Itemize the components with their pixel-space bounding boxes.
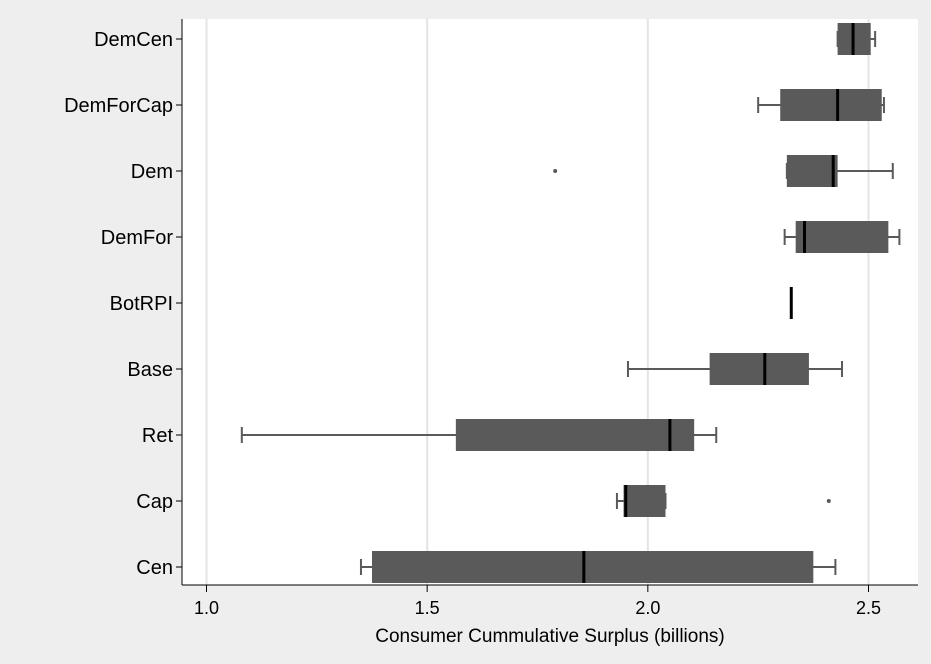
boxes <box>240 23 901 583</box>
iqr-box <box>372 551 814 583</box>
outlier-point <box>553 169 558 173</box>
box-cap <box>615 485 831 517</box>
category-label: DemFor <box>101 227 174 249</box>
x-tick-label: 1.5 <box>415 598 440 618</box>
category-label: Base <box>127 359 173 381</box>
x-tick-label: 1.0 <box>194 598 219 618</box>
axes <box>181 19 918 586</box>
category-label: DemCen <box>94 29 173 51</box>
iqr-box <box>786 155 838 187</box>
box-cen <box>359 551 837 583</box>
category-label: BotRPI <box>110 293 173 315</box>
box-demfor <box>783 221 901 253</box>
iqr-box <box>795 221 889 253</box>
box-dem <box>553 155 894 187</box>
x-tick-label: 2.0 <box>635 598 660 618</box>
box-ret <box>240 419 718 451</box>
box-base <box>626 353 844 385</box>
category-label: Cap <box>136 491 173 513</box>
iqr-box <box>709 353 809 385</box>
iqr-box <box>455 419 695 451</box>
x-axis-title: Consumer Cummulative Surplus (billions) <box>375 626 725 647</box>
outlier-point <box>826 499 831 503</box>
category-labels: DemCen DemForCap Dem DemFor BotRPI Base Ret Cap… <box>64 29 182 579</box>
x-tick-labels: 1.0 1.5 2.0 2.5 <box>194 585 881 618</box>
iqr-box <box>623 485 666 517</box>
box-demcen <box>836 23 877 55</box>
category-label: Ret <box>142 425 174 447</box>
iqr-box <box>780 89 882 121</box>
box-demforcap <box>757 89 885 121</box>
x-tick-label: 2.5 <box>856 598 881 618</box>
category-label: DemForCap <box>64 95 173 117</box>
category-label: Cen <box>136 557 173 579</box>
category-label: Dem <box>131 161 173 183</box>
